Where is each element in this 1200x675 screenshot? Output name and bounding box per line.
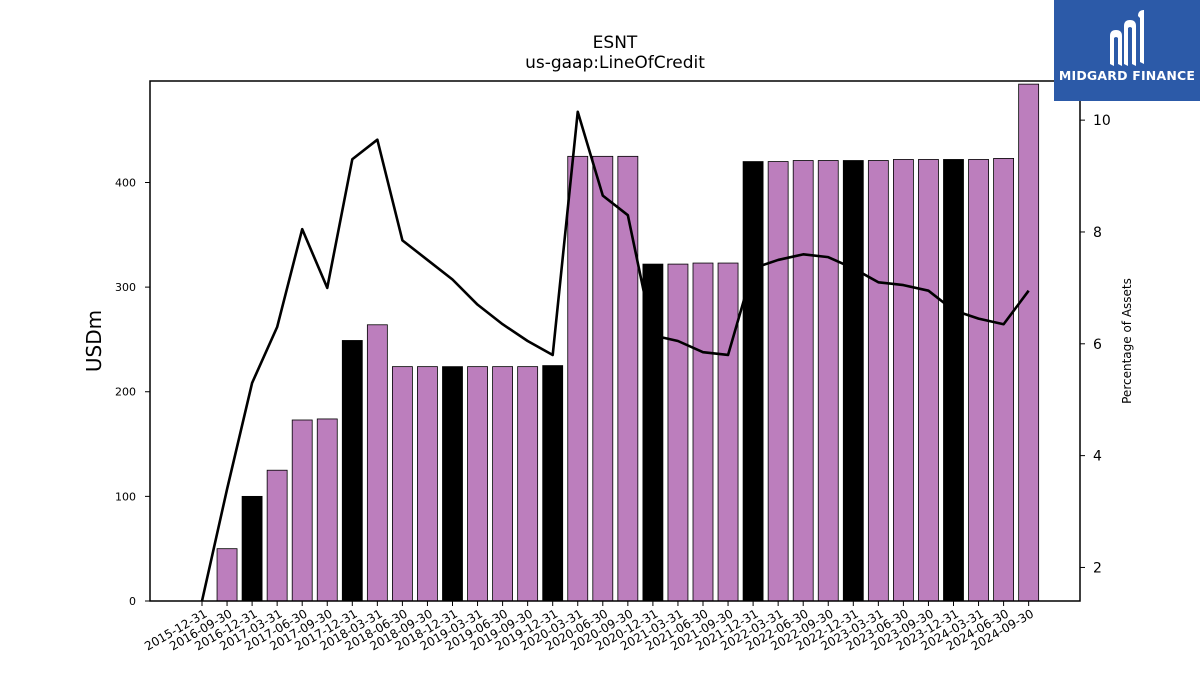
y2-tick-label: 6	[1093, 337, 1102, 353]
bar	[767, 161, 789, 602]
bar	[291, 419, 313, 602]
line-series	[200, 110, 1030, 602]
bar	[216, 548, 238, 602]
bar	[692, 262, 714, 602]
bar	[742, 161, 764, 602]
bar	[792, 160, 814, 602]
bar	[943, 159, 964, 602]
bar	[867, 160, 889, 602]
y2-tick-label: 8	[1093, 225, 1102, 241]
bar	[542, 365, 564, 602]
y-tick-label: 300	[115, 281, 136, 294]
bar	[642, 263, 664, 602]
bar	[266, 469, 288, 602]
chart-subtitle: us-gaap:LineOfCredit	[525, 53, 705, 73]
bar	[517, 366, 539, 602]
y2-tick-label: 2	[1093, 560, 1102, 576]
bar	[442, 366, 463, 602]
bar	[417, 366, 438, 602]
bar	[391, 366, 413, 602]
bar	[717, 262, 739, 602]
plot-frame	[149, 80, 1081, 602]
bar	[968, 159, 989, 602]
brand-name: MIDGARD FINANCE	[1058, 68, 1196, 83]
bar-series	[216, 83, 1040, 602]
left-axis-ticks: 0 100 200 300 400	[115, 176, 150, 608]
bar	[316, 418, 338, 602]
y-tick-label: 200	[115, 386, 136, 399]
midgard-logo-icon	[1110, 10, 1144, 66]
y2-axis-label: Percentage of Assets	[1120, 278, 1134, 404]
chart-title: ESNT	[593, 33, 638, 53]
bar	[341, 340, 363, 602]
right-axis-ticks: 2 4 6 8 10	[1080, 113, 1111, 576]
y2-tick-label: 4	[1093, 449, 1102, 465]
bar	[893, 159, 914, 602]
x-axis-ticks: 2015-12-312016-09-302016-12-312017-03-31…	[142, 601, 1036, 653]
bar	[918, 159, 939, 602]
y-tick-label: 400	[115, 176, 136, 189]
bar	[1018, 83, 1040, 602]
bar	[617, 155, 639, 602]
bar	[592, 155, 614, 602]
percentage-line	[200, 110, 1030, 602]
bar	[567, 155, 589, 602]
y-axis-label: USDm	[82, 310, 106, 372]
brand-logo: MIDGARD FINANCE	[1054, 0, 1200, 101]
bar	[492, 366, 514, 602]
bar	[241, 495, 263, 602]
y2-tick-label: 10	[1093, 113, 1111, 129]
bar	[842, 160, 864, 602]
bar	[993, 158, 1014, 602]
y-tick-label: 0	[129, 595, 136, 608]
bar	[366, 324, 388, 602]
bar	[667, 263, 689, 602]
bar	[467, 366, 488, 602]
y-tick-label: 100	[115, 490, 136, 503]
bar	[817, 160, 839, 602]
